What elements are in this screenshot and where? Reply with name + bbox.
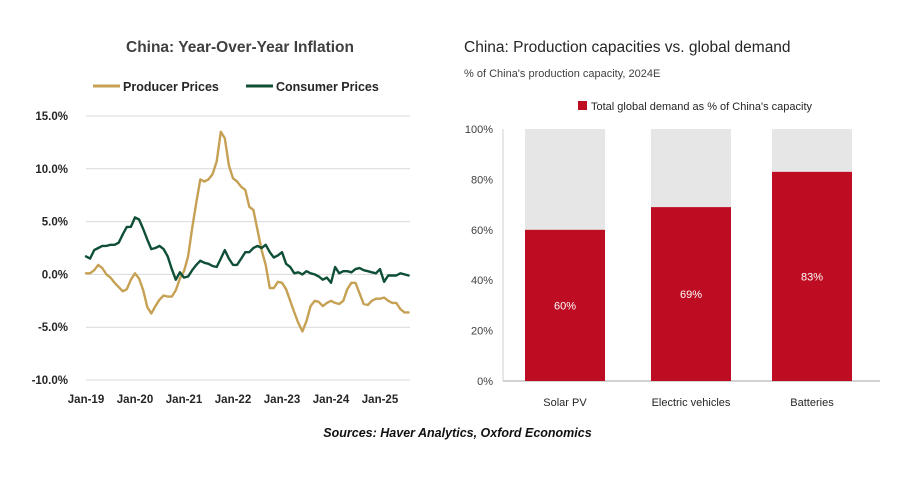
y-tick-label: 10.0% [35,164,68,176]
legend-label-producer: Producer Prices [123,80,219,94]
bar-capacity-remainder [772,129,852,172]
sources-footnote: Sources: Haver Analytics, Oxford Economi… [323,426,592,440]
bar-data-label: 83% [801,271,823,283]
x-tick-label: Jan-22 [215,394,251,406]
line-chart-title: China: Year-Over-Year Inflation [126,39,354,56]
bar-chart-subtitle: % of China's production capacity, 2024E [464,68,660,80]
bar-chart-title: China: Production capacities vs. global … [464,39,791,56]
series-line-consumer-prices [84,216,410,284]
bar-data-label: 60% [554,300,576,312]
bar-category-label: Solar PV [543,397,587,409]
bar-y-tick-label: 20% [471,326,493,338]
y-tick-label: -10.0% [32,375,68,387]
legend-swatch-global-demand [578,101,587,110]
bar-category-label: Batteries [790,397,834,409]
x-tick-label: Jan-24 [313,394,350,406]
y-tick-label: 15.0% [35,111,68,123]
x-tick-label: Jan-19 [68,394,104,406]
bar-y-tick-label: 40% [471,275,493,287]
legend-label-consumer: Consumer Prices [276,80,379,94]
bar-category-label: Electric vehicles [652,397,731,409]
bar-global-demand [772,171,852,381]
legend-label-global-demand: Total global demand as % of China's capa… [591,101,813,113]
x-tick-label: Jan-23 [264,394,300,406]
bar-global-demand [525,229,605,381]
bar-y-tick-label: 60% [471,225,493,237]
bar-data-label: 69% [680,289,702,301]
y-tick-label: 5.0% [42,217,68,229]
x-tick-label: Jan-20 [117,394,153,406]
y-tick-label: -5.0% [38,322,68,334]
x-tick-label: Jan-25 [362,394,399,406]
bar-y-tick-label: 100% [465,124,493,136]
bar-global-demand [651,207,731,381]
bar-y-tick-label: 80% [471,174,493,186]
y-tick-label: 0.0% [42,269,68,281]
series-line-producer-prices [84,130,410,333]
bar-capacity-remainder [651,129,731,208]
x-tick-label: Jan-21 [166,394,203,406]
bar-capacity-remainder [525,129,605,230]
bar-y-tick-label: 0% [477,376,493,388]
